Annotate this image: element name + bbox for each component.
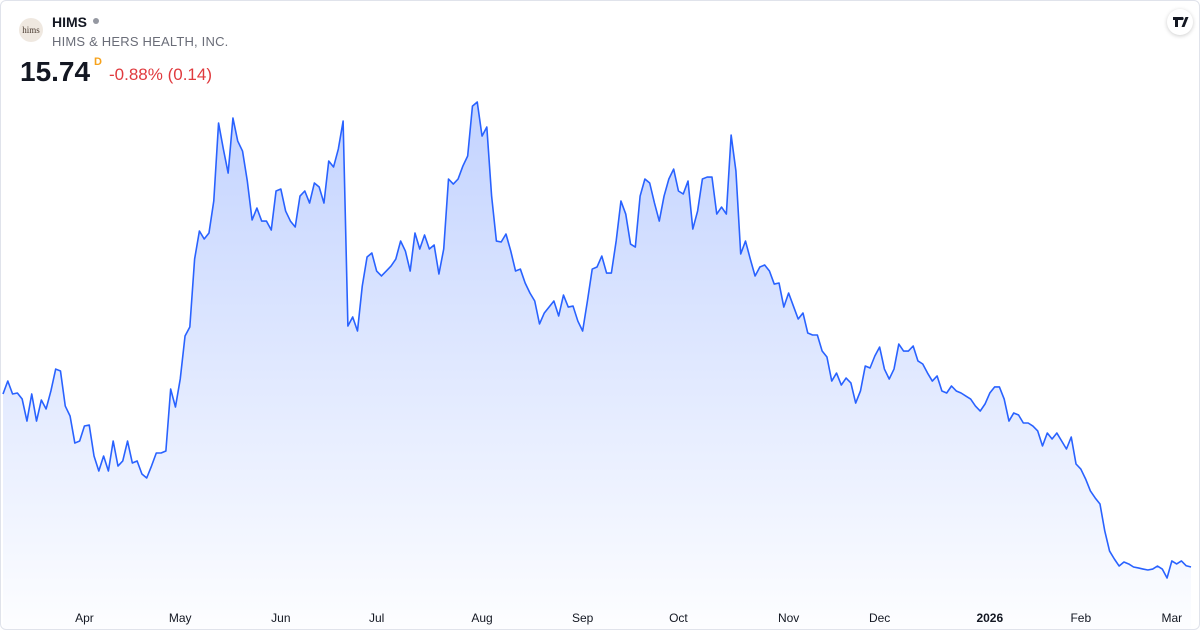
x-tick-label: Jul [369, 611, 384, 625]
x-tick-label: Feb [1070, 611, 1091, 625]
price: 15.74 [20, 56, 91, 87]
company-name: HIMS & HERS HEALTH, INC. [52, 34, 229, 49]
x-tick-label: May [169, 611, 192, 625]
x-tick-label: Aug [471, 611, 492, 625]
x-tick-label: Mar [1162, 611, 1183, 625]
logo: hims [19, 18, 43, 42]
price-line [2, 101, 1192, 579]
x-tick-label: Dec [869, 611, 890, 625]
symbol[interactable]: HIMS [52, 14, 87, 30]
price-change: -0.88% (0.14) [109, 65, 212, 84]
brand-logo[interactable] [1167, 9, 1193, 35]
x-tick-label: 2026 [976, 611, 1003, 625]
x-tick-label: Sep [572, 611, 594, 625]
x-tick-label: Apr [75, 611, 94, 625]
brand-icon [1173, 16, 1189, 27]
x-tick-label: Oct [669, 611, 688, 625]
interval: D [94, 56, 102, 68]
x-tick-label: Jun [271, 611, 290, 625]
x-tick-label: Nov [778, 611, 799, 625]
status-dot [93, 18, 99, 24]
area-fill [3, 102, 1191, 629]
